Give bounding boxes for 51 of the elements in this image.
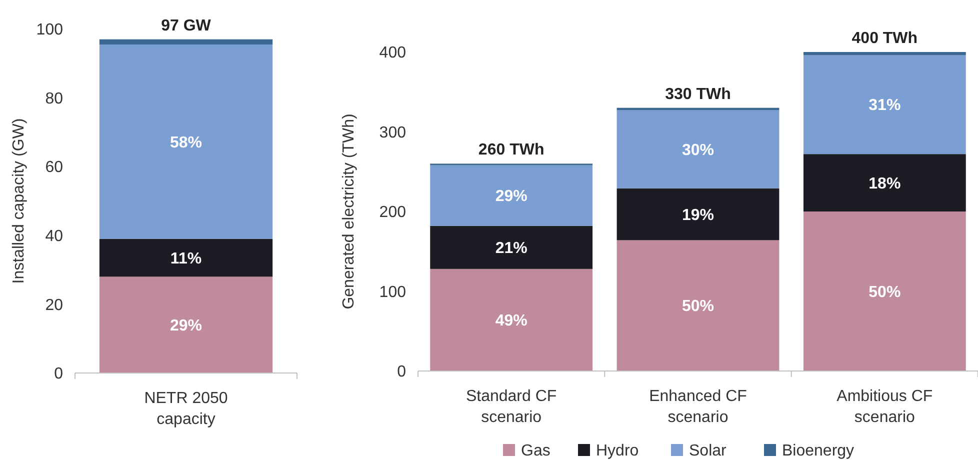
bar bbox=[430, 165, 593, 226]
bar bbox=[99, 238, 273, 277]
x-tick-label: Standard CF scenario bbox=[466, 388, 557, 426]
y-tick-label: 0 bbox=[397, 364, 406, 381]
total-label: 97 GW bbox=[161, 17, 212, 34]
bar bbox=[803, 52, 966, 56]
bar bbox=[803, 212, 966, 371]
annotation: 49% bbox=[495, 312, 528, 330]
annotation: 19% bbox=[682, 206, 714, 224]
bar bbox=[99, 39, 273, 44]
y-tick-label: 80 bbox=[45, 90, 64, 108]
annotation: 29% bbox=[170, 317, 202, 334]
y-tick-label: 60 bbox=[45, 159, 64, 176]
annotation: 18% bbox=[868, 175, 901, 192]
bar bbox=[616, 240, 780, 371]
bar bbox=[803, 154, 966, 212]
annotation: 11% bbox=[170, 250, 202, 268]
bar bbox=[616, 188, 780, 240]
y-tick-label: 400 bbox=[379, 44, 406, 62]
annotation: 50% bbox=[682, 298, 714, 316]
total-label: 400 TWh bbox=[852, 30, 918, 47]
y-tick-label: 200 bbox=[379, 204, 406, 222]
legend-label: Solar bbox=[689, 442, 728, 460]
x-tick-label: Enhanced CF scenario bbox=[649, 388, 748, 426]
y-axis-title: Generated electricity (TWh) bbox=[340, 114, 358, 310]
annotation: 31% bbox=[868, 97, 901, 114]
annotation: 30% bbox=[682, 142, 714, 159]
y-tick-label: 100 bbox=[379, 284, 406, 301]
y-axis-title: Installed capacity (GW) bbox=[10, 118, 28, 284]
annotation: 29% bbox=[495, 188, 528, 206]
y-tick-label: 0 bbox=[54, 366, 64, 383]
legend-label: Gas bbox=[521, 442, 550, 460]
total-label: 260 TWh bbox=[478, 142, 544, 159]
bar bbox=[99, 44, 273, 239]
y-tick-label: 100 bbox=[36, 22, 64, 39]
annotation: 50% bbox=[868, 284, 901, 301]
bar bbox=[430, 268, 593, 371]
y-tick-label: 40 bbox=[45, 228, 64, 245]
bar bbox=[616, 110, 780, 188]
x-tick-label: Ambitious CF scenario bbox=[836, 388, 933, 426]
annotation: 58% bbox=[170, 134, 202, 152]
x-tick-label: NETR 2050 capacity bbox=[144, 390, 228, 428]
total-label: 330 TWh bbox=[665, 86, 731, 103]
y-tick-label: 20 bbox=[45, 296, 64, 314]
y-tick-label: 300 bbox=[379, 124, 406, 142]
legend-label: Hydro bbox=[596, 442, 639, 460]
legend-label: Bioenergy bbox=[782, 442, 854, 460]
bar bbox=[99, 276, 273, 373]
bar bbox=[803, 55, 966, 154]
annotation: 21% bbox=[495, 240, 528, 257]
bar bbox=[430, 226, 593, 269]
